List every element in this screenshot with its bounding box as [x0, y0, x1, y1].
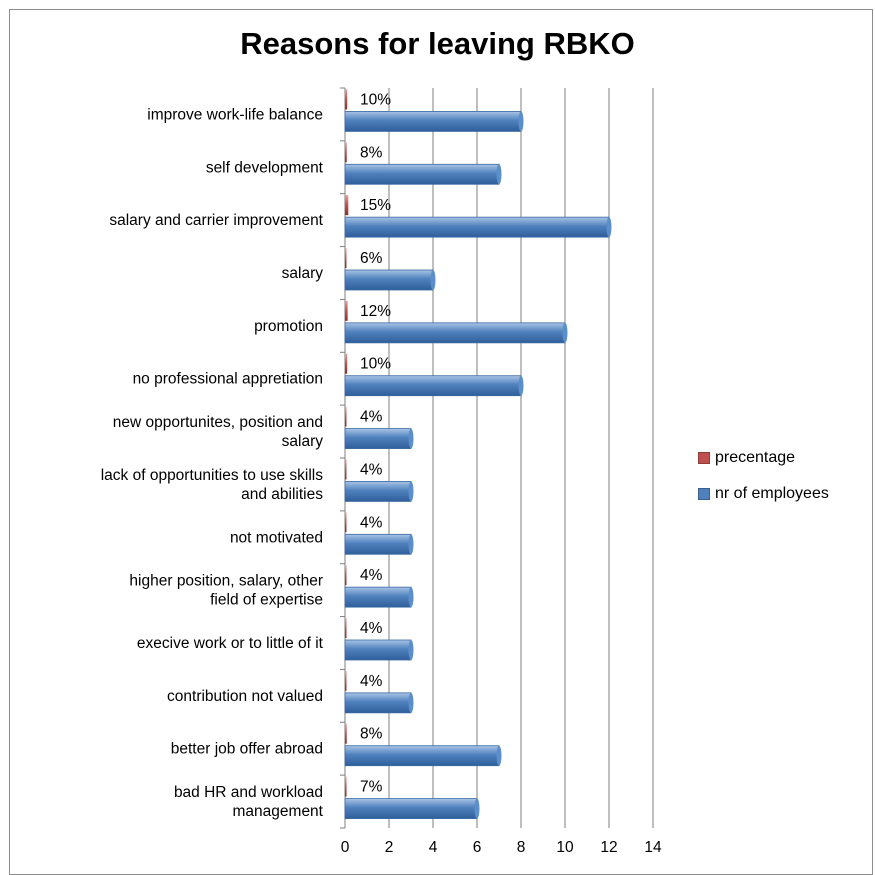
bar-percentage [345, 406, 347, 427]
bar-employees-cap [496, 164, 502, 185]
data-label-percentage: 4% [360, 514, 383, 531]
bar-percentage [345, 565, 347, 586]
bar-employees [344, 533, 412, 555]
legend-label-employees: nr of employees [715, 485, 829, 502]
category-label: not motivated [230, 529, 323, 546]
x-tick-label: 6 [473, 839, 482, 856]
x-tick-label: 8 [517, 839, 526, 856]
x-tick-label: 0 [341, 839, 350, 856]
category-label: promotion [254, 318, 323, 335]
bar-percentage [345, 142, 347, 163]
category-label: higher position, salary, other [129, 573, 323, 590]
bar-percentage [345, 776, 347, 797]
data-label-percentage: 15% [360, 197, 391, 214]
bar-percentage [345, 618, 347, 638]
bar-employees-cap [408, 640, 414, 660]
legend-item-employees: nr of employees [698, 483, 829, 505]
category-labels: improve work-life balance self developmen… [101, 106, 324, 820]
bar-percentage [345, 353, 348, 374]
legend-swatch-percentage [698, 452, 710, 464]
data-labels: 10% 8% 15% 6% 12% 10% 4% 4% 4% 4% 4% 4% 8% 7% [360, 91, 391, 795]
category-label: contribution not valued [167, 688, 323, 705]
axes [340, 87, 346, 829]
legend-swatch-employees [698, 488, 710, 500]
bar-employees [344, 798, 478, 819]
data-label-percentage: 10% [360, 356, 391, 373]
x-tick-label: 2 [385, 839, 394, 856]
data-label-percentage: 7% [360, 779, 383, 796]
category-label: self development [206, 159, 324, 176]
bar-percentage [345, 300, 348, 321]
x-tick-labels: 0 2 4 6 8 10 12 14 [341, 839, 662, 856]
bar-employees [344, 163, 500, 185]
bar-percentage [345, 248, 347, 268]
x-tick-label: 10 [556, 839, 574, 856]
data-label-percentage: 4% [360, 461, 383, 478]
category-label: improve work-life balance [147, 106, 323, 123]
data-label-percentage: 6% [360, 250, 383, 267]
bar-percentage [345, 195, 349, 216]
bar-employees [344, 481, 412, 502]
bar-employees [344, 269, 434, 291]
category-label: better job offer abroad [171, 741, 323, 758]
bar-employees-cap [408, 428, 414, 449]
category-label: bad HR and workload [174, 784, 323, 801]
bar-employees [344, 322, 566, 344]
category-label: salary [282, 433, 324, 450]
category-label: field of expertise [210, 592, 323, 609]
category-label: and abilities [241, 486, 323, 503]
bar-employees-cap [474, 798, 480, 819]
bar-percentage [345, 512, 347, 533]
bar-employees-cap [518, 375, 524, 396]
data-label-percentage: 12% [360, 303, 391, 320]
data-label-percentage: 10% [360, 91, 391, 108]
bar-percentage [345, 89, 348, 110]
bar-employees-cap [496, 745, 502, 766]
data-label-percentage: 4% [360, 620, 383, 637]
bar-employees [344, 428, 412, 449]
bar-employees [344, 639, 412, 661]
bar-employees-cap [562, 322, 568, 343]
chart-title: Reasons for leaving RBKO [240, 26, 635, 61]
bar-employees-cap [606, 217, 612, 238]
bar-percentage [345, 670, 347, 691]
bar-employees-cap [408, 587, 414, 608]
bar-percentage [345, 723, 347, 744]
data-label-percentage: 8% [360, 726, 383, 743]
bars [344, 89, 612, 819]
data-label-percentage: 8% [360, 144, 383, 161]
data-label-percentage: 4% [360, 673, 383, 690]
gridlines [388, 88, 654, 828]
legend-item-percentage: precentage [698, 447, 829, 469]
bar-employees-cap [408, 481, 414, 502]
data-label-percentage: 4% [360, 409, 383, 426]
chart-frame [9, 9, 873, 875]
category-label: lack of opportunities to use skills [101, 467, 324, 484]
category-label: salary [282, 265, 324, 282]
bar-employees-cap [430, 270, 436, 290]
category-label: salary and carrier improvement [109, 212, 323, 229]
category-label: new opportunites, position and [113, 414, 323, 431]
bar-employees [344, 692, 412, 714]
category-label: management [233, 803, 324, 820]
x-tick-label: 12 [600, 839, 617, 856]
legend: precentage nr of employees [698, 447, 829, 519]
bar-employees [344, 216, 610, 238]
x-tick-label: 14 [644, 839, 662, 856]
bar-employees [344, 111, 522, 132]
bar-employees [344, 586, 412, 608]
x-tick-label: 4 [429, 839, 438, 856]
bar-employees [344, 745, 500, 767]
bar-employees-cap [408, 534, 414, 555]
data-label-percentage: 4% [360, 567, 383, 584]
legend-label-percentage: precentage [715, 449, 796, 466]
category-label: no professional appretiation [133, 371, 323, 388]
bar-percentage [345, 459, 347, 480]
bar-employees [344, 375, 522, 397]
category-label: execive work or to little of it [137, 635, 324, 652]
bar-employees-cap [408, 692, 414, 713]
bar-employees-cap [518, 111, 524, 132]
